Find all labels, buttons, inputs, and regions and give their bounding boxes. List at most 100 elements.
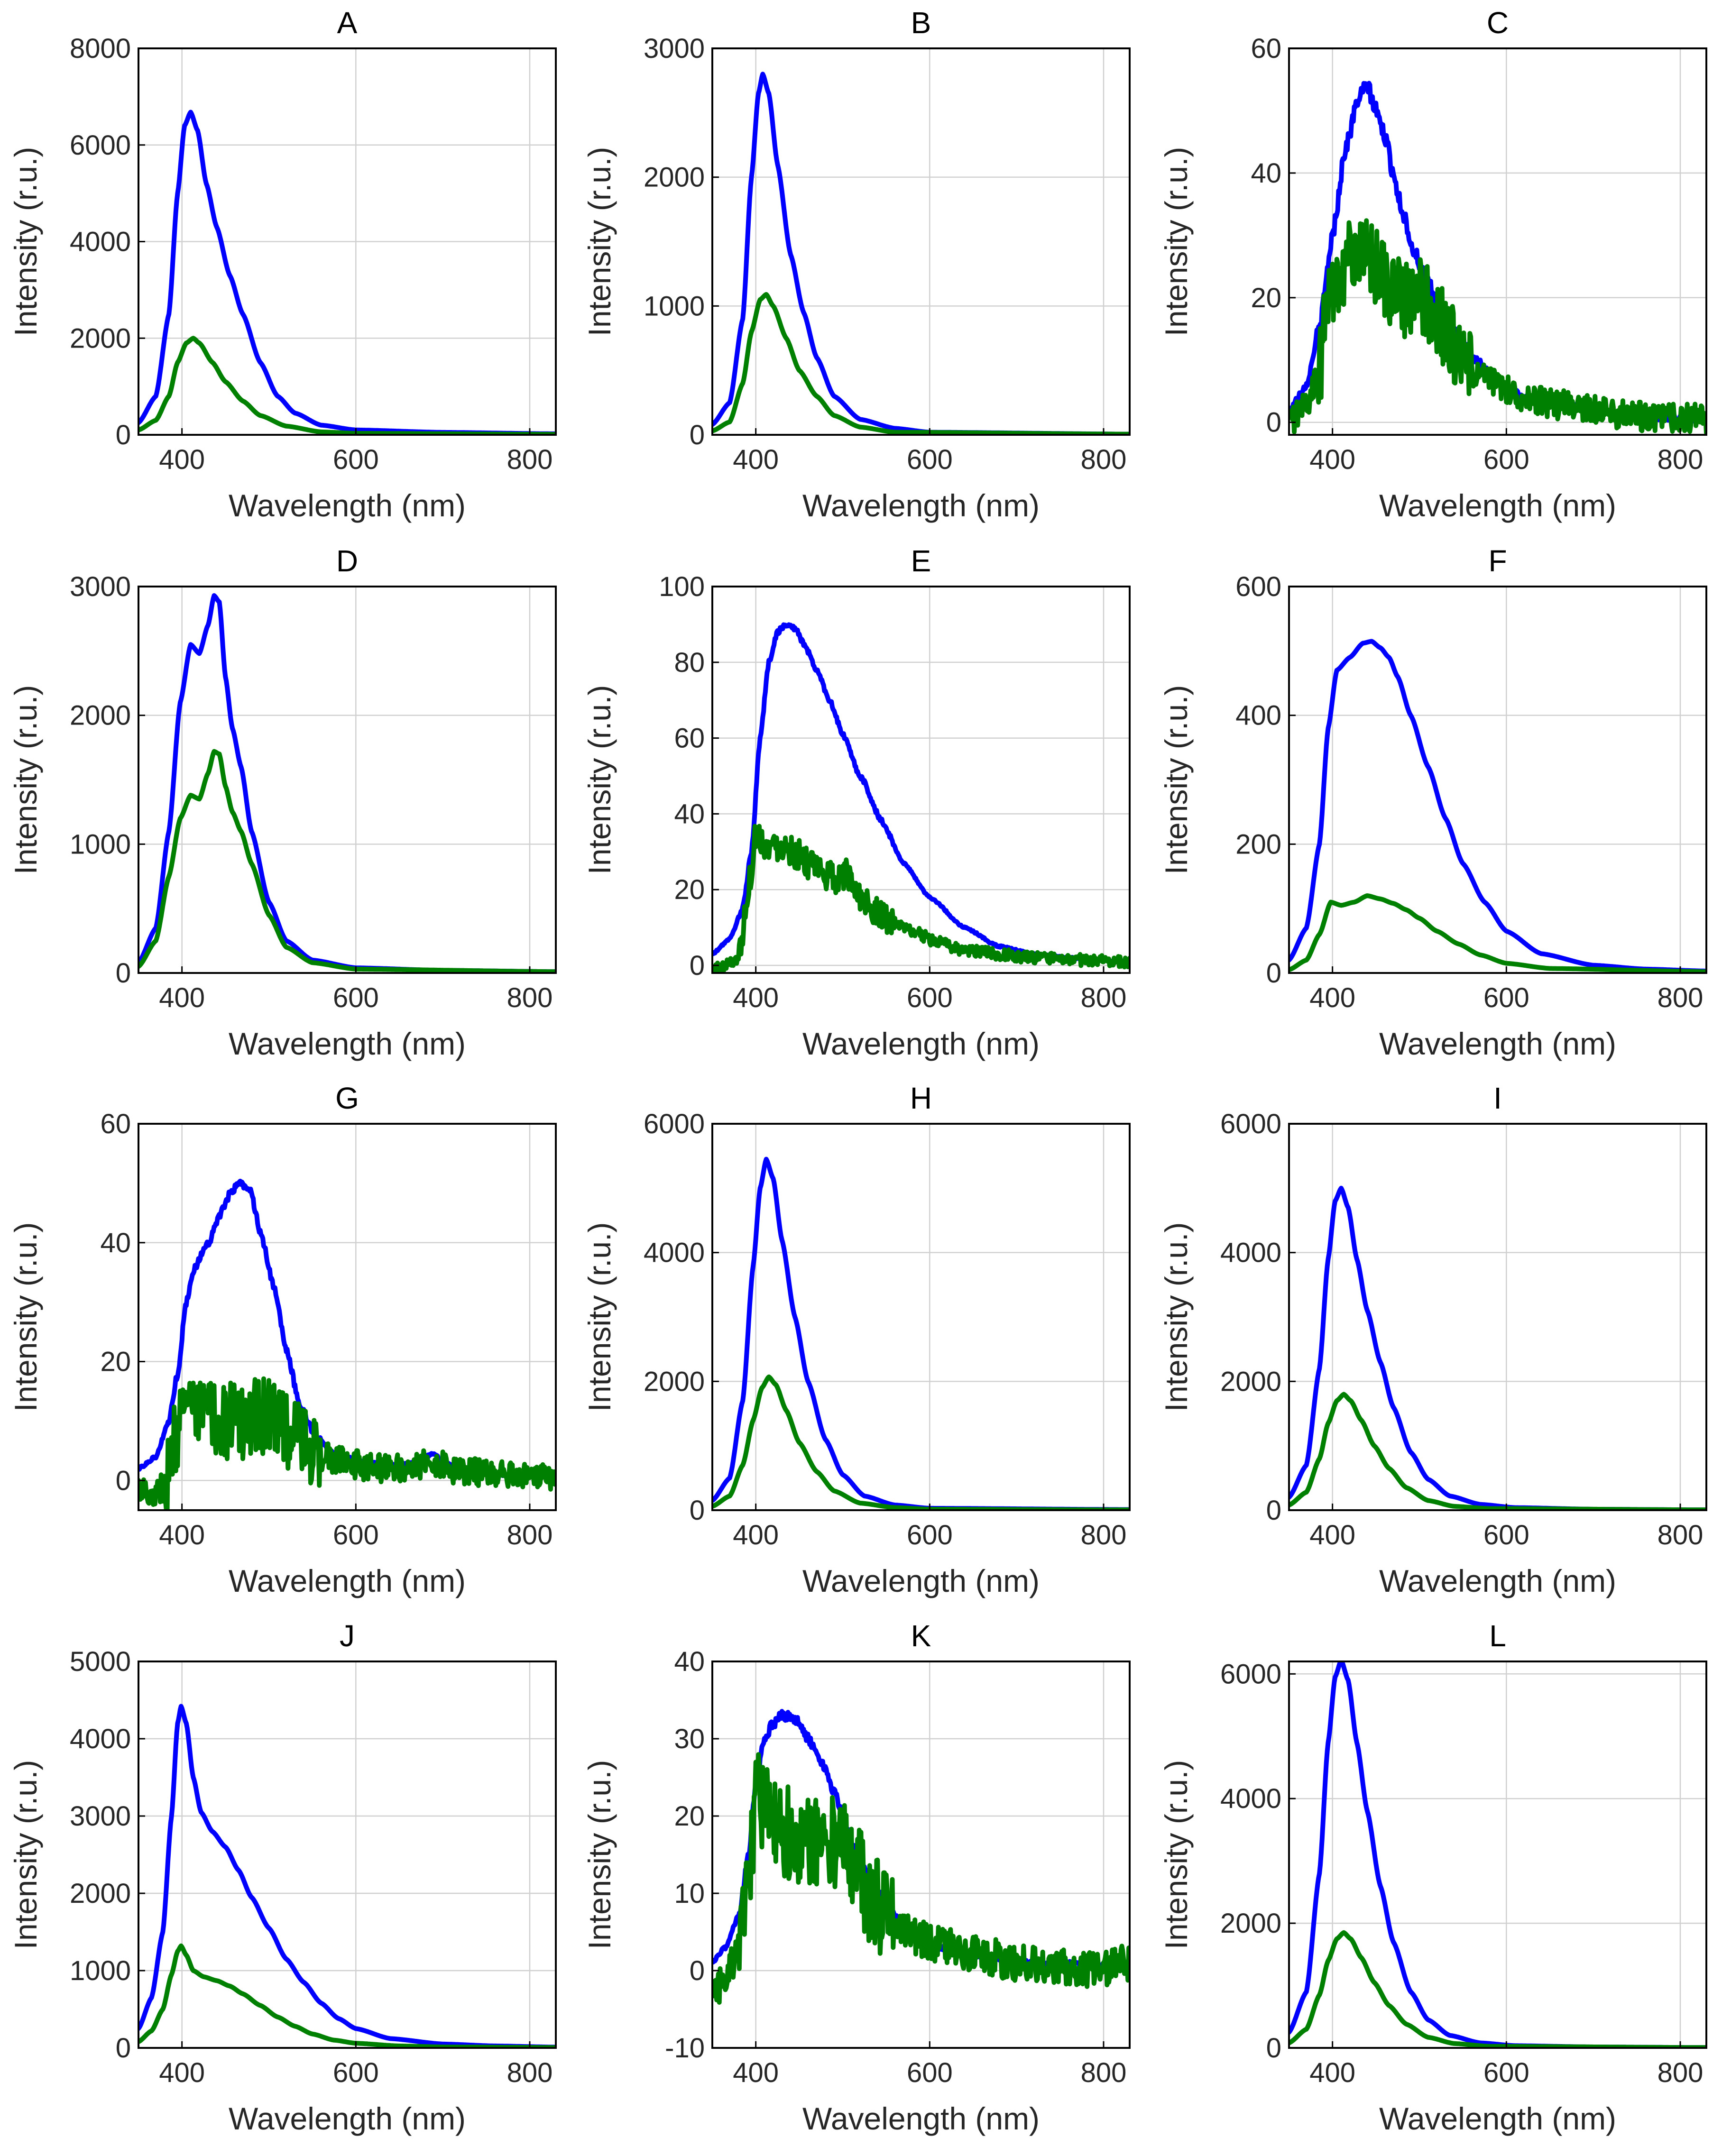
- x-tick-label: 400: [733, 444, 779, 475]
- y-tick-label: 20: [1251, 283, 1281, 313]
- y-tick-label: 3000: [644, 33, 705, 64]
- panel-b: 400 600 800 0 1000 2000 3000 B Wavelength (nm) In…: [582, 6, 1131, 523]
- y-tick-label: 6000: [1220, 1659, 1281, 1689]
- x-tick-label: 600: [1483, 982, 1529, 1013]
- plot-frame: [711, 586, 1131, 974]
- series-line-green: [138, 1943, 556, 2048]
- series-line-blue: [1289, 1661, 1706, 2048]
- y-tick-label: 2000: [1220, 1908, 1281, 1939]
- y-axis-label: Intensity (r.u.): [582, 685, 617, 875]
- series-line-blue: [1289, 1185, 1706, 1510]
- y-tick-label: 60: [100, 1109, 131, 1139]
- y-tick-label: 0: [116, 1465, 131, 1496]
- y-axis-label: Intensity (r.u.): [8, 1222, 43, 1412]
- y-tick-label: 600: [1235, 571, 1281, 602]
- panel-e: 400 600 800 0 20 40 60 80 100 E Wavelength (nm) Int…: [582, 544, 1131, 1061]
- x-axis-label: Wavelength (nm): [802, 1563, 1040, 1598]
- x-tick-label: 800: [507, 982, 553, 1013]
- y-tick-label: 6000: [644, 1109, 705, 1139]
- x-tick-label: 800: [1658, 982, 1704, 1013]
- x-tick-label: 600: [907, 982, 953, 1013]
- panel-j: 400 600 800 0 1000 2000 3000 4000 5000 J Wavelengt…: [8, 1619, 557, 2136]
- y-tick-label: 40: [100, 1228, 131, 1258]
- series-line-green: [1289, 1930, 1706, 2048]
- y-axis-label: Intensity (r.u.): [8, 1760, 43, 1950]
- series-line-green: [712, 292, 1130, 435]
- y-axis-label: Intensity (r.u.): [8, 685, 43, 875]
- x-tick-label: 800: [507, 2057, 553, 2088]
- y-tick-label: 4000: [1220, 1238, 1281, 1268]
- x-tick-label: 800: [1658, 444, 1704, 475]
- x-tick-label: 600: [333, 1520, 379, 1550]
- x-tick-label: 400: [1309, 2057, 1355, 2088]
- x-tick-label: 400: [733, 2057, 779, 2088]
- x-axis-label: Wavelength (nm): [802, 488, 1040, 523]
- y-tick-label: 6000: [70, 130, 131, 161]
- panel-title: H: [910, 1081, 932, 1115]
- x-tick-label: 800: [1081, 1520, 1127, 1550]
- y-axis-label: Intensity (r.u.): [582, 1760, 617, 1950]
- series-line-blue: [712, 622, 1130, 964]
- y-tick-label: 0: [690, 420, 705, 450]
- plot-frame: [138, 1123, 557, 1511]
- y-tick-label: 20: [674, 1801, 705, 1832]
- y-axis-label: Intensity (r.u.): [1159, 1760, 1194, 1950]
- panel-title: E: [911, 544, 931, 578]
- panel-title: D: [336, 544, 358, 578]
- y-tick-label: 0: [690, 1955, 705, 1986]
- y-axis-label: Intensity (r.u.): [582, 1222, 617, 1412]
- y-tick-label: 1000: [70, 829, 131, 860]
- y-tick-label: 1000: [644, 291, 705, 321]
- x-tick-label: 600: [1483, 2057, 1529, 2088]
- plot-frame: [138, 586, 557, 974]
- x-tick-label: 800: [1658, 1520, 1704, 1550]
- y-tick-label: 2000: [70, 323, 131, 354]
- y-tick-label: 5000: [70, 1646, 131, 1677]
- x-tick-label: 800: [507, 444, 553, 475]
- x-tick-label: 400: [733, 982, 779, 1013]
- plot-frame: [1288, 1123, 1707, 1511]
- series-line-blue: [138, 593, 556, 973]
- y-tick-label: -10: [665, 2033, 705, 2064]
- x-tick-label: 600: [907, 2057, 953, 2088]
- x-tick-label: 600: [333, 2057, 379, 2088]
- y-tick-label: 2000: [70, 1878, 131, 1909]
- y-tick-label: 0: [116, 420, 131, 450]
- panel-title: I: [1493, 1081, 1502, 1115]
- series-line-green: [712, 1374, 1130, 1510]
- y-tick-label: 8000: [70, 33, 131, 64]
- y-axis-label: Intensity (r.u.): [582, 147, 617, 337]
- x-tick-label: 800: [1081, 444, 1127, 475]
- plot-frame: [1288, 586, 1707, 974]
- plot-frame: [711, 1661, 1131, 2049]
- y-tick-label: 4000: [1220, 1783, 1281, 1814]
- y-tick-label: 20: [100, 1347, 131, 1377]
- x-tick-label: 400: [159, 1520, 205, 1550]
- y-tick-label: 4000: [644, 1238, 705, 1268]
- x-axis-label: Wavelength (nm): [802, 2101, 1040, 2136]
- series-line-blue: [1289, 639, 1706, 973]
- series-line-blue: [712, 1156, 1130, 1510]
- x-tick-label: 600: [333, 982, 379, 1013]
- y-tick-label: 0: [116, 2033, 131, 2064]
- panel-title: A: [337, 6, 358, 40]
- x-axis-label: Wavelength (nm): [1379, 2101, 1616, 2136]
- panel-title: B: [911, 6, 931, 40]
- x-tick-label: 800: [1081, 982, 1127, 1013]
- x-axis-label: Wavelength (nm): [1379, 1026, 1616, 1061]
- series-line-blue: [138, 1178, 556, 1480]
- y-tick-label: 2000: [644, 162, 705, 193]
- series-line-green: [712, 824, 1130, 973]
- plot-frame: [138, 1661, 557, 2049]
- y-tick-label: 40: [674, 798, 705, 829]
- plot-frame: [1288, 47, 1707, 436]
- y-axis-label: Intensity (r.u.): [1159, 147, 1194, 337]
- x-tick-label: 600: [1483, 1520, 1529, 1550]
- series-line-blue: [138, 110, 556, 435]
- x-tick-label: 400: [1309, 444, 1355, 475]
- x-axis-label: Wavelength (nm): [229, 488, 466, 523]
- panel-i: 400 600 800 0 2000 4000 6000 I Wavelength (nm) In…: [1159, 1081, 1707, 1598]
- panel-title: J: [340, 1619, 355, 1653]
- y-tick-label: 0: [1266, 407, 1281, 438]
